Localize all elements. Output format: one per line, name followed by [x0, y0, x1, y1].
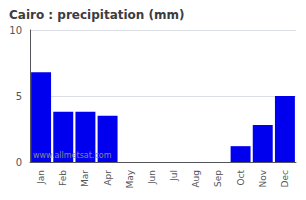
svg-text:Mar: Mar [80, 170, 90, 187]
svg-text:10: 10 [9, 25, 22, 36]
svg-text:Nov: Nov [258, 169, 268, 187]
svg-text:Oct: Oct [236, 170, 246, 186]
svg-text:Jul: Jul [169, 170, 179, 182]
svg-text:Sep: Sep [213, 170, 223, 187]
svg-text:Dec: Dec [280, 170, 290, 187]
svg-text:Aug: Aug [191, 170, 201, 188]
svg-text:Apr: Apr [103, 170, 113, 186]
svg-text:May: May [125, 169, 135, 188]
svg-text:Jan: Jan [36, 170, 46, 185]
svg-text:Jun: Jun [147, 170, 157, 185]
svg-text:www.allmetsat.com: www.allmetsat.com [33, 151, 112, 160]
svg-text:Feb: Feb [58, 170, 68, 186]
svg-text:Cairo : precipitation (mm): Cairo : precipitation (mm) [9, 8, 185, 22]
svg-text:0: 0 [16, 157, 22, 168]
svg-text:5: 5 [16, 91, 22, 102]
